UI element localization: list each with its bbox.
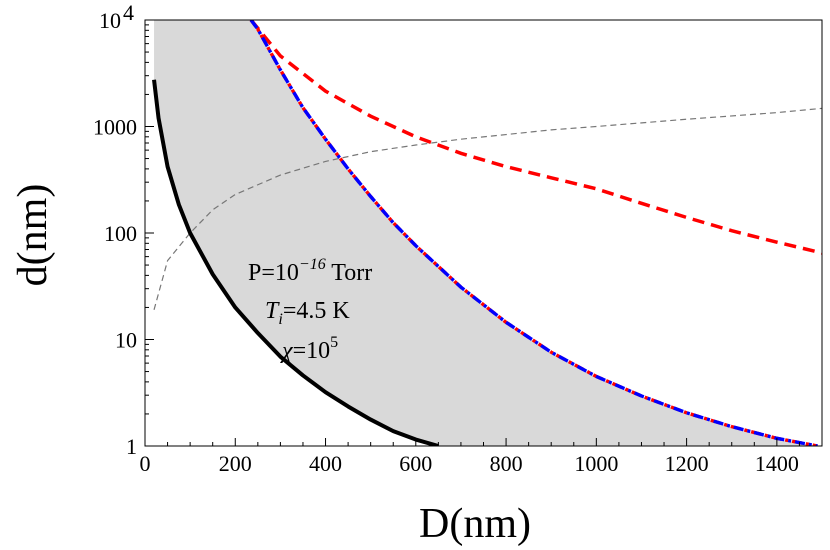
- y-tick-label: 10: [99, 8, 121, 33]
- series-red-dashed: [249, 20, 822, 255]
- x-tick-label: 1000: [574, 451, 618, 476]
- shaded-region: [154, 20, 818, 446]
- x-tick-label: 400: [309, 451, 342, 476]
- x-tick-label: 200: [219, 451, 252, 476]
- series-black-solid: [152, 79, 439, 446]
- x-tick-label: 1400: [755, 451, 799, 476]
- y-tick-label: 100: [104, 221, 137, 246]
- x-tick-label: 1200: [665, 451, 709, 476]
- x-tick-label: 0: [140, 451, 151, 476]
- y-tick-label: 10: [115, 328, 137, 353]
- y-tick-label: 1: [126, 434, 137, 459]
- series-blue-dashdot: [249, 20, 818, 446]
- x-tick-label: 600: [399, 451, 432, 476]
- annotation-chi: χ=105: [280, 334, 338, 364]
- annotation-temperature: Ti=4.5 K: [265, 298, 350, 328]
- y-axis-title: d(nm): [10, 184, 56, 287]
- plot-area: [152, 20, 822, 446]
- annotation-pressure: P=10−16 Torr: [248, 256, 372, 286]
- y-tick-label-exponent: 4: [123, 0, 134, 25]
- series-gray-dashed: [153, 107, 822, 310]
- x-tick-label: 800: [490, 451, 523, 476]
- y-tick-label: 1000: [93, 115, 137, 140]
- x-axis-title: D(nm): [419, 501, 531, 547]
